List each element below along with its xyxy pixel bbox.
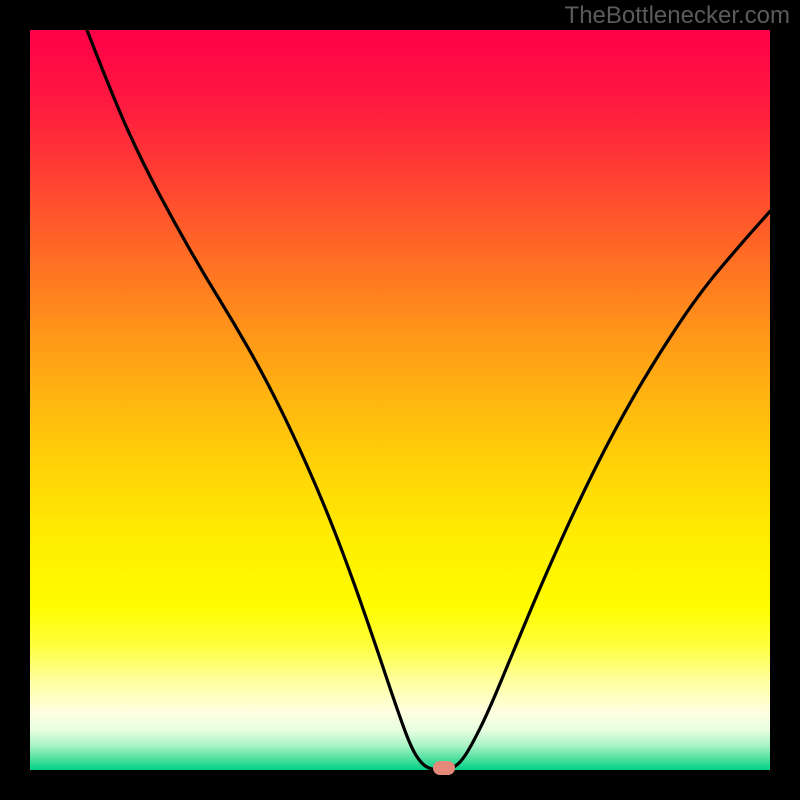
- chart-svg: [30, 30, 770, 770]
- optimum-marker: [433, 761, 455, 775]
- canvas: TheBottlenecker.com: [0, 0, 800, 800]
- chart-background-gradient: [30, 30, 770, 770]
- watermark-text: TheBottlenecker.com: [565, 2, 790, 30]
- bottleneck-curve: [87, 30, 770, 770]
- chart-plot-area: [30, 30, 770, 770]
